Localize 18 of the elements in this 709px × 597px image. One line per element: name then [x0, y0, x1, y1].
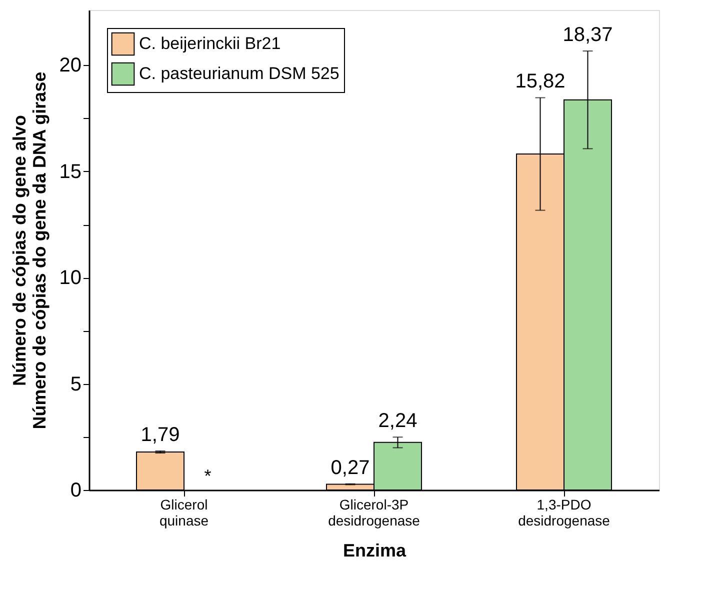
data-label: 2,24: [378, 410, 418, 432]
y-tick-label: 15: [59, 160, 82, 183]
x-tick-label: 1,3-PDO desidrogenase: [518, 496, 610, 528]
y-tick-label: 10: [59, 267, 82, 290]
data-label: 0,27: [330, 456, 370, 479]
x-axis-title: Enzima: [342, 540, 407, 560]
y-tick-label: 0: [70, 480, 82, 502]
x-tick-label: Glicerol-3P desidrogenase: [328, 496, 420, 528]
y-axis-title: Número de cópias do gene alvo Número de cópias do gene da DNA girase: [9, 72, 50, 430]
x-tick-label: Glicerol quinase: [159, 496, 209, 528]
y-tick-label: 20: [59, 54, 82, 77]
y-tick-label: 5: [70, 373, 82, 396]
data-label: 1,79: [140, 424, 180, 446]
data-label: 18,37: [562, 24, 613, 46]
annotation: *: [204, 466, 212, 486]
data-label: 15,82: [515, 70, 566, 93]
legend-label: C. beijerinckii Br21: [139, 34, 281, 53]
legend-label: C. pasteurianum DSM 525: [139, 64, 340, 83]
